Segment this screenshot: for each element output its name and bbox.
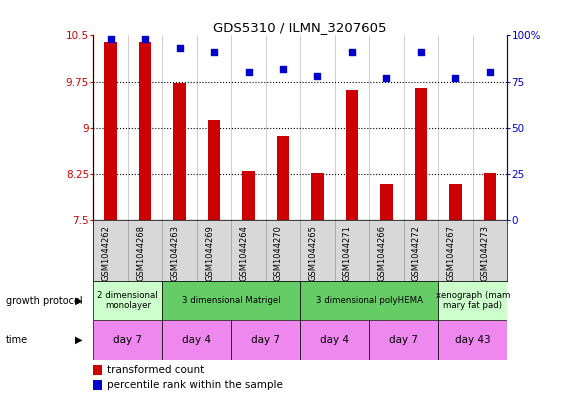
Bar: [231, 320, 300, 360]
Bar: [139, 42, 151, 220]
Bar: [162, 281, 300, 320]
Bar: [162, 320, 231, 360]
Text: GSM1044271: GSM1044271: [343, 225, 352, 281]
Text: day 7: day 7: [113, 335, 142, 345]
Point: [416, 49, 426, 55]
Text: GSM1044262: GSM1044262: [101, 225, 111, 281]
Bar: [93, 281, 162, 320]
Point: [141, 36, 150, 42]
Point: [313, 73, 322, 79]
Bar: [93, 365, 103, 375]
Point: [106, 36, 115, 42]
Bar: [415, 88, 427, 220]
Bar: [438, 320, 507, 360]
Text: growth protocol: growth protocol: [6, 296, 82, 306]
Bar: [208, 120, 220, 220]
Point: [278, 66, 287, 72]
Bar: [300, 281, 438, 320]
Text: GSM1044269: GSM1044269: [205, 225, 214, 281]
Point: [451, 75, 460, 81]
Bar: [93, 380, 103, 390]
Bar: [369, 320, 438, 360]
Text: ▶: ▶: [75, 296, 82, 306]
Text: percentile rank within the sample: percentile rank within the sample: [107, 380, 282, 390]
Point: [209, 49, 219, 55]
Text: GSM1044263: GSM1044263: [170, 225, 180, 281]
Point: [244, 69, 253, 75]
Text: day 4: day 4: [320, 335, 349, 345]
Text: GSM1044266: GSM1044266: [377, 225, 387, 281]
Bar: [174, 83, 185, 220]
Bar: [438, 281, 507, 320]
Bar: [93, 320, 162, 360]
Title: GDS5310 / ILMN_3207605: GDS5310 / ILMN_3207605: [213, 21, 387, 34]
Bar: [346, 90, 358, 220]
Text: GSM1044270: GSM1044270: [274, 225, 283, 281]
Bar: [104, 42, 117, 220]
Text: GSM1044264: GSM1044264: [240, 225, 248, 281]
Text: GSM1044268: GSM1044268: [136, 225, 145, 281]
Text: transformed count: transformed count: [107, 365, 204, 375]
Bar: [243, 171, 255, 220]
Text: ▶: ▶: [75, 335, 82, 345]
Text: GSM1044265: GSM1044265: [308, 225, 318, 281]
Text: time: time: [6, 335, 28, 345]
Bar: [311, 173, 324, 220]
Bar: [300, 320, 369, 360]
Text: GSM1044273: GSM1044273: [481, 225, 490, 281]
Bar: [381, 184, 392, 220]
Point: [175, 45, 184, 51]
Point: [347, 49, 357, 55]
Text: day 43: day 43: [455, 335, 490, 345]
Bar: [449, 184, 462, 220]
Bar: [277, 136, 289, 220]
Point: [382, 75, 391, 81]
Text: 3 dimensional polyHEMA: 3 dimensional polyHEMA: [316, 296, 423, 305]
Text: GSM1044267: GSM1044267: [447, 225, 455, 281]
Text: 3 dimensional Matrigel: 3 dimensional Matrigel: [182, 296, 280, 305]
Text: day 7: day 7: [251, 335, 280, 345]
Text: day 7: day 7: [389, 335, 418, 345]
Text: day 4: day 4: [182, 335, 211, 345]
Point: [485, 69, 494, 75]
Text: 2 dimensional
monolayer: 2 dimensional monolayer: [97, 291, 158, 310]
Bar: [484, 173, 496, 220]
Text: GSM1044272: GSM1044272: [412, 225, 421, 281]
Text: xenograph (mam
mary fat pad): xenograph (mam mary fat pad): [436, 291, 510, 310]
